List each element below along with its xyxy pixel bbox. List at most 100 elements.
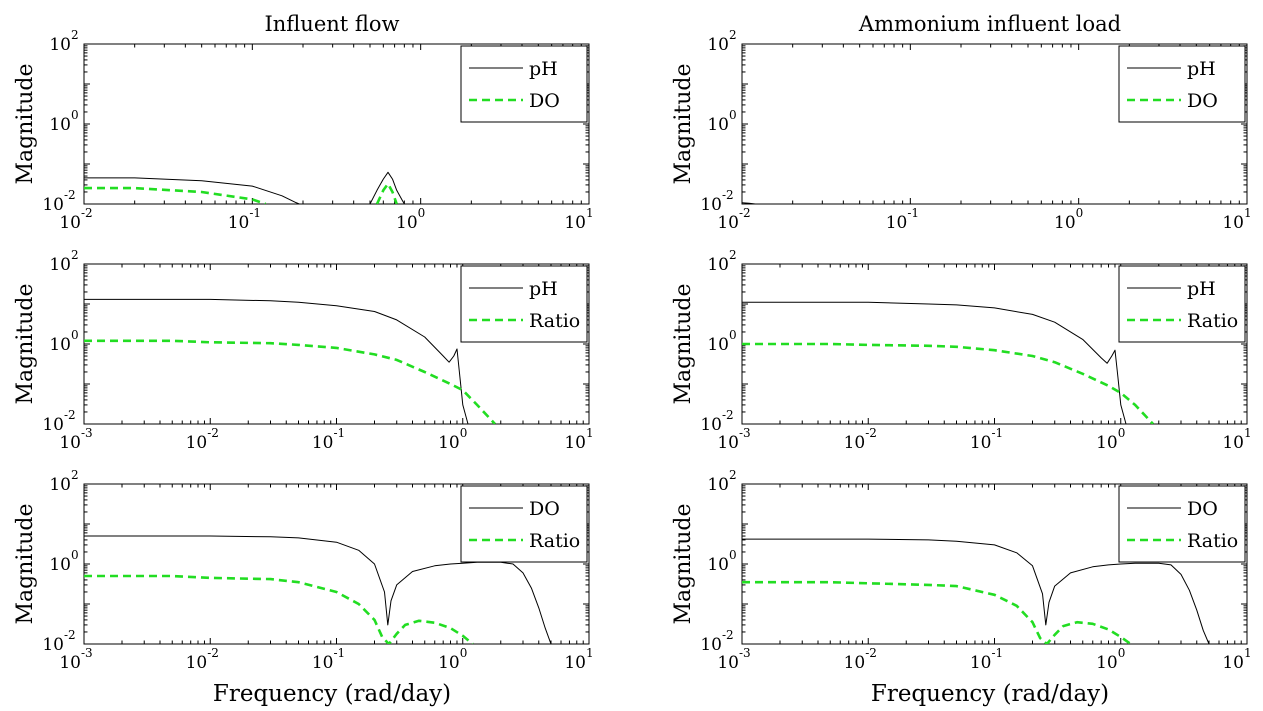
y-tick-label: 10 2 [707,248,736,275]
legend: DO Ratio [1118,485,1246,563]
y-axis-label: Magnitude [13,283,38,404]
svg-text:10: 10 [844,653,866,673]
x-tick-label: 10 1 [564,206,593,233]
y-tick-label: 10 0 [49,108,78,135]
legend: DO Ratio [460,485,588,563]
y-tick-label: 10 -2 [42,188,75,215]
series-group [742,301,1154,424]
svg-text:0: 0 [729,328,737,342]
svg-text:0: 0 [71,328,79,342]
svg-text:10: 10 [707,555,729,575]
svg-text:10: 10 [396,213,418,233]
svg-text:-1: -1 [249,206,261,220]
series-line-do [742,538,1210,644]
legend: pH DO [1118,45,1246,123]
svg-text:10: 10 [564,653,586,673]
svg-text:10: 10 [49,115,71,135]
series-group [742,538,1210,644]
svg-text:10: 10 [717,433,739,453]
x-tick-label: 10 -2 [59,206,92,233]
x-tick-label: 10 -1 [970,426,1003,453]
svg-text:10: 10 [42,195,64,215]
y-tick-label: 10 2 [707,28,736,55]
legend: pH Ratio [1118,265,1246,343]
svg-text:10: 10 [59,653,81,673]
svg-text:10: 10 [707,35,729,55]
svg-text:10: 10 [42,635,64,655]
svg-text:-3: -3 [81,646,93,660]
svg-text:1: 1 [1244,646,1252,660]
svg-text:-2: -2 [64,628,76,642]
legend-label: pH [1187,58,1216,80]
legend-label: DO [1187,498,1218,520]
svg-text:10: 10 [49,255,71,275]
series-line-ph [84,177,300,204]
svg-text:10: 10 [1222,653,1244,673]
svg-text:-2: -2 [722,188,734,202]
svg-text:0: 0 [418,206,426,220]
svg-text:10: 10 [312,433,334,453]
x-tick-label: 10 -1 [312,646,345,673]
x-tick-label: 10 1 [1222,646,1251,673]
svg-text:10: 10 [1222,213,1244,233]
y-tick-label: 10 -2 [42,628,75,655]
x-tick-label: 10 -3 [59,646,92,673]
svg-text:10: 10 [717,213,739,233]
series-group [742,202,756,204]
legend-label: DO [529,90,560,112]
svg-text:-2: -2 [81,206,93,220]
legend-label: pH [529,278,558,300]
axis-ticks [83,44,589,205]
svg-text:1: 1 [1244,426,1252,440]
svg-text:-2: -2 [722,628,734,642]
y-tick-label: 10 0 [707,548,736,575]
svg-text:10: 10 [59,433,81,453]
series-line-do [84,535,552,644]
series-line-ratio [84,574,474,644]
y-axis-label: Magnitude [671,283,696,404]
series-line-ratio [742,342,1154,424]
svg-text:-2: -2 [865,426,877,440]
series-line-ph [742,301,1127,424]
y-tick-label: 10 0 [49,548,78,575]
svg-text:-3: -3 [739,646,751,660]
svg-text:0: 0 [460,426,468,440]
series-group [84,171,405,204]
svg-text:10: 10 [1222,433,1244,453]
svg-text:0: 0 [1118,426,1126,440]
y-tick-label: 10 2 [49,28,78,55]
x-tick-label: 10 0 [1054,206,1083,233]
svg-text:10: 10 [42,415,64,435]
legend-label: Ratio [1187,310,1238,332]
svg-text:-2: -2 [739,206,751,220]
column-title-left: Influent flow [264,12,399,36]
svg-text:10: 10 [438,653,460,673]
legend-label: Ratio [1187,530,1238,552]
svg-text:1: 1 [1244,206,1252,220]
series-group [84,535,552,644]
series-group [84,298,496,424]
svg-text:1: 1 [586,426,594,440]
x-tick-label: 10 -2 [844,426,877,453]
x-axis-label-left: Frequency (rad/day) [213,681,451,707]
svg-text:10: 10 [707,335,729,355]
svg-text:0: 0 [460,646,468,660]
svg-text:-2: -2 [865,646,877,660]
svg-text:2: 2 [71,248,79,262]
svg-text:10: 10 [438,433,460,453]
svg-text:-1: -1 [907,206,919,220]
svg-text:10: 10 [844,433,866,453]
svg-text:10: 10 [707,115,729,135]
svg-text:-2: -2 [207,646,219,660]
svg-text:1: 1 [586,206,594,220]
column-title-right: Ammonium influent load [858,12,1121,36]
y-axis-label: Magnitude [13,503,38,624]
x-tick-label: 10 -1 [312,426,345,453]
x-tick-label: 10 -3 [59,426,92,453]
x-axis-label-right: Frequency (rad/day) [871,681,1109,707]
svg-text:10: 10 [700,635,722,655]
x-tick-label: 10 0 [1096,646,1125,673]
y-tick-label: 10 -2 [700,628,733,655]
